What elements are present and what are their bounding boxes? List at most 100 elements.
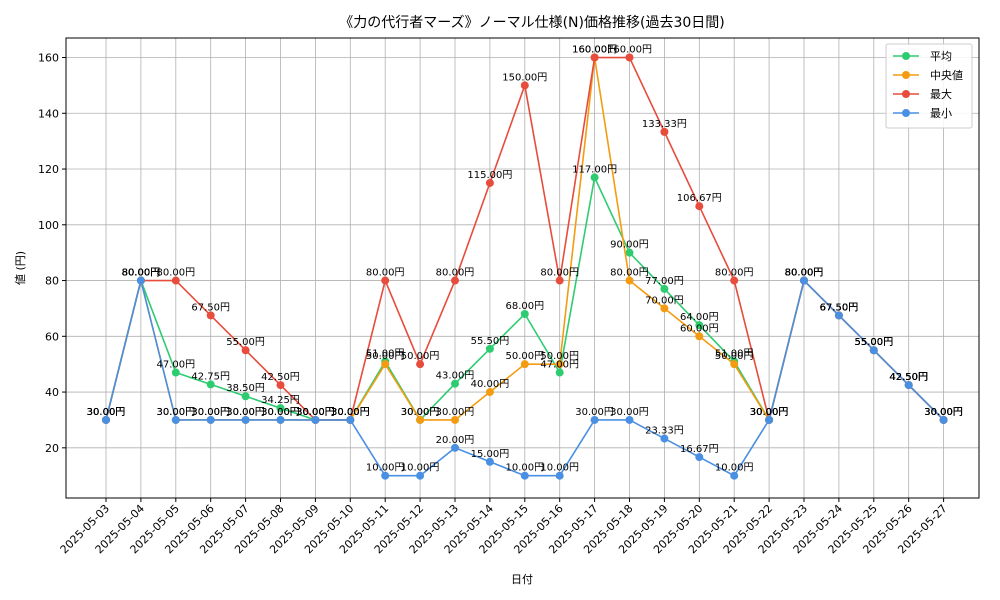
data-point xyxy=(869,346,878,355)
data-label: 55.00円 xyxy=(854,337,893,348)
data-point xyxy=(381,471,390,480)
data-label: 42.50円 xyxy=(889,372,928,383)
data-point xyxy=(555,471,564,480)
y-tick-label: 20 xyxy=(45,442,59,455)
data-label: 80.00円 xyxy=(540,268,579,279)
data-label: 10.00円 xyxy=(540,463,579,474)
data-label: 30.00円 xyxy=(924,407,963,418)
data-label: 80.00円 xyxy=(610,268,649,279)
data-label: 55.00円 xyxy=(854,337,893,348)
data-label: 30.00円 xyxy=(261,407,300,418)
data-point xyxy=(904,381,913,390)
data-label: 80.00円 xyxy=(156,268,195,279)
data-label: 30.00円 xyxy=(924,407,963,418)
data-label: 30.00円 xyxy=(610,407,649,418)
y-tick-label: 100 xyxy=(38,219,59,232)
data-label: 10.00円 xyxy=(366,463,405,474)
grid-layer xyxy=(66,38,979,498)
data-point xyxy=(730,360,739,369)
series-3 xyxy=(102,276,948,480)
data-label: 50.00円 xyxy=(715,351,754,362)
data-point xyxy=(241,346,250,355)
data-label: 23.33円 xyxy=(645,426,684,437)
data-point xyxy=(520,471,529,480)
data-label: 55.50円 xyxy=(471,336,510,347)
data-label: 115.00円 xyxy=(467,170,512,181)
data-label: 10.00円 xyxy=(715,463,754,474)
data-label: 160.00円 xyxy=(607,45,652,56)
data-point xyxy=(171,276,180,285)
data-point xyxy=(555,368,564,377)
data-point xyxy=(590,173,599,182)
data-point xyxy=(660,304,669,313)
series-layer xyxy=(102,53,948,480)
data-point xyxy=(590,415,599,424)
legend-label: 平均 xyxy=(930,50,952,63)
data-point xyxy=(485,388,494,397)
data-point xyxy=(451,276,459,285)
data-label: 60.00円 xyxy=(680,323,719,334)
data-label: 80.00円 xyxy=(436,268,475,279)
data-label: 30.00円 xyxy=(191,407,230,418)
data-label: 30.00円 xyxy=(296,407,335,418)
data-point xyxy=(660,434,669,443)
data-label: 30.00円 xyxy=(87,407,126,418)
data-label: 30.00円 xyxy=(87,407,126,418)
data-label: 160.00円 xyxy=(572,45,617,56)
data-label: 42.50円 xyxy=(261,372,300,383)
data-point xyxy=(136,276,145,285)
data-label: 30.00円 xyxy=(156,407,195,418)
data-point xyxy=(416,471,425,480)
data-point xyxy=(555,276,564,285)
data-point xyxy=(555,360,564,369)
data-label: 47.00円 xyxy=(156,360,195,371)
data-label: 70.00円 xyxy=(645,295,684,306)
data-label: 80.00円 xyxy=(366,268,405,279)
data-point xyxy=(765,415,774,424)
data-label: 106.67円 xyxy=(677,193,722,204)
data-label: 30.00円 xyxy=(296,407,335,418)
data-label: 40.00円 xyxy=(471,379,510,390)
data-point xyxy=(730,471,739,480)
data-label: 67.50円 xyxy=(820,302,859,313)
data-label: 30.00円 xyxy=(401,407,440,418)
data-point xyxy=(311,415,320,424)
data-label: 50.00円 xyxy=(505,351,544,362)
data-label: 30.00円 xyxy=(750,407,789,418)
data-label: 64.00円 xyxy=(680,312,719,323)
data-label: 30.00円 xyxy=(226,407,265,418)
data-label: 30.00円 xyxy=(261,407,300,418)
data-label: 30.00円 xyxy=(331,407,370,418)
data-point xyxy=(625,53,634,62)
data-point xyxy=(520,310,529,318)
data-label: 30.00円 xyxy=(750,407,789,418)
data-point xyxy=(485,178,494,187)
data-point xyxy=(485,457,494,466)
data-label: 77.00円 xyxy=(645,276,684,287)
data-label: 20.00円 xyxy=(436,435,475,446)
data-label: 30.00円 xyxy=(401,407,440,418)
data-label: 117.00円 xyxy=(572,164,617,175)
data-label: 80.00円 xyxy=(122,268,161,279)
y-tick-label: 80 xyxy=(45,275,59,288)
data-label: 80.00円 xyxy=(122,268,161,279)
data-label: 30.00円 xyxy=(436,407,475,418)
data-point xyxy=(485,344,494,353)
data-label: 43.00円 xyxy=(436,371,475,382)
legend-marker xyxy=(902,90,910,98)
data-point xyxy=(939,415,948,424)
data-label: 30.00円 xyxy=(191,407,230,418)
data-point xyxy=(171,415,180,424)
data-label: 42.75円 xyxy=(191,371,230,382)
data-label: 90.00円 xyxy=(610,240,649,251)
data-label: 30.00円 xyxy=(156,407,195,418)
data-label: 30.00円 xyxy=(331,407,370,418)
data-label: 42.50円 xyxy=(889,372,928,383)
data-point xyxy=(206,380,215,389)
data-label: 55.00円 xyxy=(226,337,265,348)
y-tick-label: 60 xyxy=(45,330,59,343)
data-point xyxy=(625,248,634,257)
data-label: 133.33円 xyxy=(642,119,687,130)
